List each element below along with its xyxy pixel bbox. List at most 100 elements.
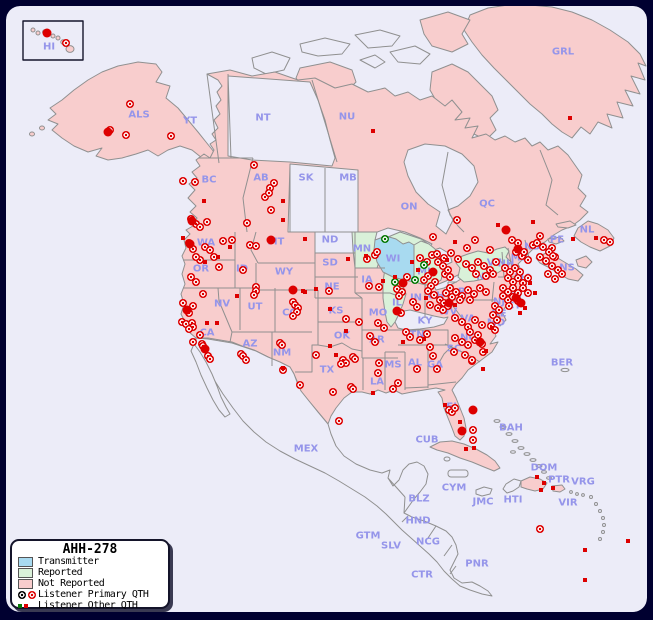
region-label-ncg: NCG: [416, 536, 440, 548]
listener-primary-qth-marker: [444, 266, 452, 274]
listener-primary-qth-marker: [544, 270, 552, 278]
land-dom: [520, 476, 548, 492]
listener-other-qth-marker: [314, 287, 318, 291]
listener-primary-qth-marker: [270, 179, 278, 187]
listener-other-qth-marker: [583, 578, 587, 582]
listener-primary-qth-marker: [536, 253, 544, 261]
listener-primary-qth-marker: [533, 239, 541, 247]
reported-swatch-icon: [18, 568, 33, 579]
region-label-cub: CUB: [415, 434, 439, 446]
listener-primary-qth-marker: [499, 284, 507, 292]
region-label-mex: MEX: [293, 443, 319, 455]
listener-primary-qth-marker: [548, 244, 556, 252]
region-label-nl: NL: [579, 224, 595, 236]
listener-primary-qth-marker: [442, 289, 450, 297]
listener-other-qth-marker: [453, 240, 457, 244]
listener-primary-qth-marker: [464, 286, 472, 294]
listener-primary-qth-marker: [365, 282, 373, 290]
listener-primary-qth-marker: [416, 336, 424, 344]
listener-primary-qth-marker: [447, 249, 455, 257]
region-label-nd: ND: [321, 234, 339, 246]
region-label-pe: PE: [549, 234, 565, 246]
listener-cluster-marker: [475, 337, 485, 347]
listener-primary-qth-marker: [423, 330, 431, 338]
region-label-wv: WV: [438, 306, 458, 318]
listener-primary-qth-marker: [504, 274, 512, 282]
listener-primary-qth-marker: [600, 236, 608, 244]
listener-primary-qth-marker: [441, 270, 449, 278]
listener-primary-qth-marker: [536, 525, 544, 533]
region-label-blz: BLZ: [408, 493, 430, 505]
listener-cluster-marker: [200, 344, 210, 354]
listener-primary-qth-marker: [486, 246, 494, 254]
region-label-nj: NJ: [492, 296, 506, 308]
listener-other-qth-marker: [203, 260, 207, 264]
listener-primary-qth-marker-green: [381, 235, 389, 243]
region-label-wy: WY: [274, 266, 294, 278]
listener-other-qth-marker: [328, 344, 332, 348]
listener-primary-qth-marker: [554, 266, 562, 274]
listener-cluster-marker: [392, 306, 402, 316]
listener-primary-qth-marker: [246, 241, 254, 249]
listener-primary-qth-marker: [355, 318, 363, 326]
region-label-mo: MO: [368, 307, 388, 319]
region-label-yt: YT: [182, 115, 198, 127]
listener-primary-qth-marker: [469, 436, 477, 444]
listener-primary-qth-marker: [491, 302, 499, 310]
listener-other-qth-marker: [453, 303, 457, 307]
listener-primary-qth-marker: [495, 306, 503, 314]
listener-other-qth-marker: [381, 279, 385, 283]
listener-primary-qth-marker: [472, 270, 480, 278]
listener-cluster-marker: [511, 293, 521, 303]
listener-primary-qth-marker: [363, 255, 371, 263]
listener-primary-qth-marker: [466, 296, 474, 304]
listener-other-qth-marker: [371, 391, 375, 395]
region-label-nm: NM: [272, 347, 292, 359]
region-label-ber: BER: [550, 357, 574, 369]
listener-primary-qth-marker: [179, 177, 187, 185]
listener-primary-qth-marker: [243, 219, 251, 227]
listener-primary-qth-marker: [511, 264, 519, 272]
listener-primary-qth-marker: [499, 292, 507, 300]
listener-other-qth-marker: [422, 337, 426, 341]
listener-primary-qth-marker: [451, 404, 459, 412]
listener-other-qth-marker: [393, 275, 397, 279]
listener-primary-qth-marker: [413, 365, 421, 373]
listener-other-qth-marker: [583, 548, 587, 552]
listener-primary-qth-marker: [542, 257, 550, 265]
listener-primary-qth-marker: [239, 266, 247, 274]
listener-primary-qth-marker: [342, 315, 350, 323]
region-label-hti: HTI: [503, 494, 523, 506]
region-label-de: DE: [491, 308, 507, 320]
region-label-ks: KS: [328, 305, 344, 317]
region-label-il: IL: [391, 297, 403, 309]
listener-primary-qth-marker: [468, 264, 476, 272]
listener-primary-qth-marker: [476, 284, 484, 292]
region-label-jmc: JMC: [472, 496, 494, 508]
region-label-az: AZ: [242, 338, 258, 350]
legend-item-transmitter: Transmitter: [18, 557, 168, 568]
land-cuba: [429, 440, 501, 472]
listener-primary-qth-marker: [122, 131, 130, 139]
listener-other-qth-marker: [490, 326, 494, 330]
listener-primary-qth-marker: [329, 388, 337, 396]
listener-other-qth-marker: [496, 223, 500, 227]
listener-primary-qth-marker: [201, 243, 209, 251]
region-label-ctr: CTR: [411, 569, 433, 581]
legend-rows: Transmitter Reported Not Reported Listener …: [18, 557, 168, 611]
listener-primary-qth-marker: [489, 270, 497, 278]
listener-primary-qth-marker: [491, 326, 499, 334]
listener-primary-qth-marker: [427, 282, 435, 290]
listener-other-qth-marker: [334, 353, 338, 357]
listener-primary-qth-marker: [62, 39, 70, 47]
listener-other-qth-marker: [542, 481, 546, 485]
listener-primary-qth-marker: [474, 331, 482, 339]
listener-primary-qth-marker: [505, 302, 513, 310]
listener-cluster-marker: [516, 298, 526, 308]
listener-primary-qth-marker: [420, 276, 428, 284]
listener-primary-qth-marker: [482, 288, 490, 296]
listener-primary-qth-marker: [206, 355, 214, 363]
listener-primary-qth-marker: [549, 252, 557, 260]
listener-primary-qth-marker: [215, 263, 223, 271]
